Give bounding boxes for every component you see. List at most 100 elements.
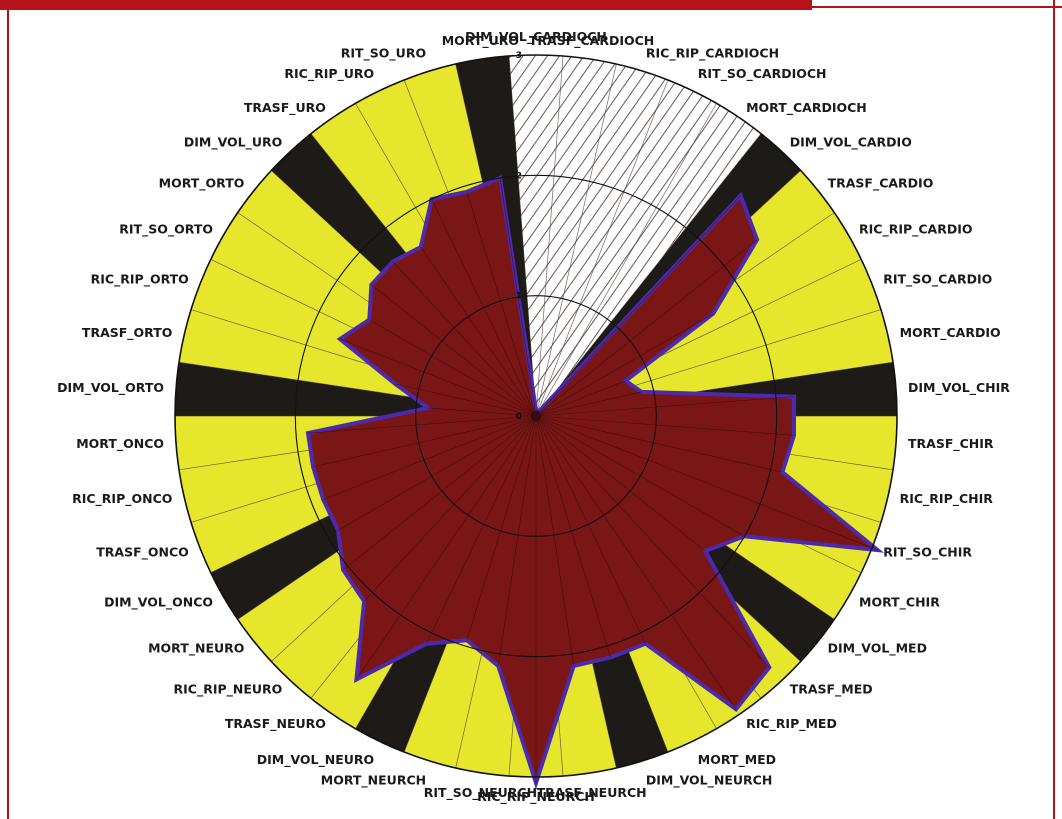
band-ric-rip-cardioch: [536, 64, 668, 416]
band-dim-vol-cardioch: [509, 55, 563, 417]
data-point-trasf-onco: [323, 415, 537, 500]
category-label: RIT_SO_URO: [341, 46, 426, 62]
ring-0: [531, 411, 541, 421]
category-label: RIC_RIP_ORTO: [91, 272, 189, 288]
category-label: RIC_RIP_CHIR: [900, 491, 994, 507]
category-label: RIT_SO_CARDIOCH: [698, 66, 827, 82]
category-label: RIC_RIP_CARDIOCH: [646, 46, 779, 62]
tick-label-1: 1: [516, 292, 522, 302]
category-labels: DIM_VOL_CARDIOCHTRASF_CARDIOCHRIC_RIP_CA…: [57, 29, 1010, 805]
category-label: RIC_RIP_URO: [284, 66, 374, 82]
category-label: DIM_VOL_NEURCH: [646, 772, 772, 788]
category-label: RIT_SO_NEURCH: [424, 785, 537, 801]
category-label: MORT_NEURCH: [321, 772, 426, 788]
category-label: MORT_ORTO: [159, 175, 245, 191]
category-label: MORT_CARDIO: [900, 325, 1001, 341]
category-label: DIM_VOL_ONCO: [104, 595, 213, 611]
category-label: DIM_VOL_CHIR: [908, 380, 1010, 396]
data-point-dim-vol-neuro: [426, 415, 537, 644]
data-point-rit-so-orto: [369, 319, 537, 417]
category-label: RIC_RIP_NEURCH: [477, 789, 595, 805]
category-label: TRASF_NEURO: [225, 716, 326, 732]
category-label: MORT_URO: [442, 33, 519, 49]
grid-rings: [174, 54, 898, 778]
data-point-ric-rip-neuro: [363, 415, 537, 602]
category-label: DIM_VOL_NEURO: [257, 752, 374, 768]
data-point-rit-so-cardio: [535, 380, 626, 417]
data-point-rit-so-chir: [535, 415, 878, 551]
category-label: MORT_NEURO: [148, 641, 244, 657]
band-trasf-cardioch: [536, 56, 617, 416]
frame-top-bar: [0, 0, 812, 10]
data-point-mort-neurch: [466, 415, 537, 641]
spoke: [535, 79, 669, 417]
spoke: [535, 63, 617, 417]
data-point-ric-rip-cardio: [535, 313, 714, 417]
ring-1: [415, 295, 657, 537]
category-label: DIM_VOL_CARDIOCH: [465, 29, 607, 45]
category-label: DIM_VOL_CARDIO: [790, 135, 912, 151]
data-point-trasf-med: [535, 415, 770, 668]
spoke: [535, 133, 762, 417]
data-point-mort-orto: [371, 284, 537, 417]
data-point-dim-vol-neurch: [535, 415, 611, 658]
tick-label-0: 0: [516, 412, 522, 422]
data-point-dim-vol-uro: [392, 261, 537, 417]
tick-label-3: 3: [516, 51, 522, 61]
data-point-mort-med: [535, 415, 646, 644]
category-label: TRASF_MED: [790, 681, 873, 697]
category-label: MORT_CHIR: [859, 595, 940, 611]
data-point-rit-so-uro: [466, 191, 537, 417]
category-label: TRASF_ONCO: [96, 544, 189, 560]
category-label: TRASF_CHIR: [908, 436, 994, 452]
data-point-dim-vol-onco: [337, 415, 537, 531]
data-point-trasf-uro: [420, 246, 537, 417]
band-mort-cardioch: [536, 103, 762, 416]
category-label: DIM_VOL_MED: [828, 641, 927, 657]
tick-label-2: 2: [516, 171, 522, 181]
ring-3: [174, 54, 898, 778]
data-point-dim-vol-cardio: [535, 195, 741, 417]
category-label: RIC_RIP_NEURO: [174, 681, 283, 697]
data-point-ric-rip-chir: [535, 415, 783, 473]
data-point-trasf-chir: [535, 415, 795, 436]
data-point-ric-rip-onco: [313, 415, 537, 468]
data-point-dim-vol-med: [535, 415, 706, 552]
category-label: MORT_ONCO: [76, 436, 164, 452]
data-point-trasf-neurch: [535, 415, 574, 666]
category-label: RIC_RIP_MED: [746, 716, 837, 732]
category-label: RIT_SO_ORTO: [119, 222, 213, 238]
data-point-trasf-neuro: [356, 415, 537, 680]
category-label: RIT_SO_CHIR: [883, 544, 972, 560]
category-label: TRASF_CARDIO: [828, 175, 934, 191]
spoke: [535, 103, 717, 417]
category-label: RIC_RIP_CARDIO: [859, 222, 973, 238]
category-label: DIM_VOL_ORTO: [57, 380, 164, 396]
data-point-ric-rip-orto: [339, 338, 537, 417]
category-label: MORT_MED: [698, 752, 776, 768]
category-label: RIT_SO_CARDIO: [883, 272, 992, 288]
spoke: [535, 55, 564, 417]
data-point-dim-vol-orto: [427, 407, 537, 417]
category-label: DIM_VOL_URO: [184, 135, 282, 151]
data-point-dim-vol-chir: [535, 396, 795, 417]
data-point-rit-so-neurch: [498, 415, 537, 666]
category-label: RIC_RIP_ONCO: [72, 491, 172, 507]
data-point-mort-cardio: [535, 391, 642, 417]
data-point-mort-onco: [307, 415, 537, 434]
data-point-ric-rip-med: [535, 415, 737, 710]
category-label: TRASF_ORTO: [82, 325, 172, 341]
data-point-mort-neuro: [342, 415, 537, 571]
band-rit-so-cardioch: [536, 79, 717, 416]
category-label: TRASF_CARDIOCH: [529, 33, 654, 49]
category-label: TRASF_URO: [244, 100, 326, 116]
data-point-trasf-cardio: [535, 239, 758, 417]
category-label: MORT_CARDIOCH: [746, 100, 867, 116]
spoke: [508, 55, 537, 417]
data-area: [305, 175, 885, 790]
tick-labels: 0 1 2 3: [516, 51, 522, 422]
category-label: TRASF_NEURCH: [537, 785, 647, 801]
ring-2: [294, 174, 778, 658]
